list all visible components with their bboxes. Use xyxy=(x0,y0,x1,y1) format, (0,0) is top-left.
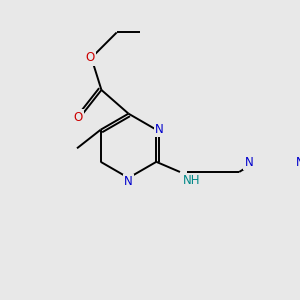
Text: N: N xyxy=(155,123,164,136)
Text: N: N xyxy=(124,175,133,188)
Text: O: O xyxy=(86,51,95,64)
Text: N: N xyxy=(296,156,300,169)
Text: O: O xyxy=(73,110,83,124)
Text: N: N xyxy=(244,156,253,169)
Text: NH: NH xyxy=(183,174,201,187)
